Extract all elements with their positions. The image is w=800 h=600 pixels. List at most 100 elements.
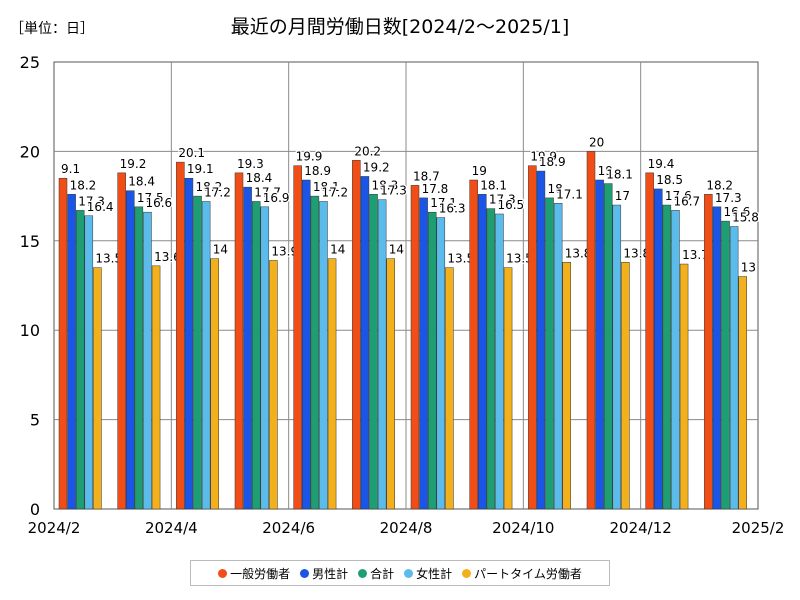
data-label: 20 (589, 135, 604, 149)
chart-title: 最近の月間労働日数[2024/2～2025/1] (230, 16, 570, 38)
data-label: 13.5 (447, 252, 474, 266)
legend-item: 男性計 (300, 565, 348, 582)
data-label: 16.6 (724, 205, 751, 219)
unit-label: ［単位：日］ (10, 21, 94, 37)
data-label: 19.2 (120, 157, 147, 171)
legend-item: パートタイム労働者 (462, 565, 582, 582)
legend-item: 女性計 (404, 565, 452, 582)
bar (193, 195, 202, 510)
data-label: 17.3 (380, 184, 407, 198)
y-tick-label: 25 (20, 53, 40, 72)
bar (58, 177, 68, 510)
data-label: 19 (472, 164, 487, 178)
bar (671, 210, 680, 510)
bar (562, 262, 571, 510)
bar (243, 186, 252, 510)
legend-label: パートタイム労働者 (474, 566, 582, 581)
data-label: 17.1 (556, 187, 583, 201)
data-label: 20.1 (178, 146, 205, 160)
data-label: 17.1 (430, 196, 457, 210)
x-tick-label: 2024/12 (610, 519, 672, 537)
bar (495, 213, 504, 510)
data-label: 17.3 (715, 191, 742, 205)
bar (117, 172, 126, 510)
bar (729, 226, 739, 510)
data-label: 13.5 (95, 252, 122, 266)
bar (93, 267, 102, 510)
bar (251, 201, 261, 510)
legend-marker-icon (462, 568, 472, 578)
data-label: 15.8 (732, 210, 759, 224)
bar (134, 206, 144, 510)
data-label: 19.3 (237, 157, 264, 171)
bar (528, 165, 537, 510)
bar (536, 170, 546, 510)
bar (126, 190, 135, 510)
bar (360, 176, 370, 510)
y-tick-label: 0 (30, 500, 40, 519)
data-label: 13.7 (682, 248, 709, 262)
bar (679, 263, 689, 510)
data-label: 17.8 (422, 182, 449, 196)
data-label: 18.9 (539, 155, 566, 169)
data-label: 17.2 (321, 185, 348, 199)
bar (410, 185, 420, 510)
bar (269, 260, 278, 510)
legend-marker-icon (218, 568, 228, 578)
y-tick-label: 5 (30, 411, 40, 430)
data-label: 19.4 (648, 157, 675, 171)
bar (595, 179, 604, 510)
bar (586, 151, 596, 510)
bar (210, 258, 219, 510)
data-label: 19.1 (187, 162, 214, 176)
bar (293, 165, 302, 510)
data-label: 13.8 (623, 246, 650, 260)
bar (503, 267, 513, 510)
data-label: 18.1 (480, 178, 507, 192)
bar (67, 194, 76, 510)
data-label: 17.7 (254, 185, 281, 199)
bar (478, 194, 487, 510)
bar (738, 276, 747, 510)
data-label: 18.2 (196, 180, 223, 194)
bar (645, 172, 654, 510)
data-label: 17.3 (78, 194, 105, 208)
legend-marker-icon (404, 568, 414, 578)
bar (612, 204, 622, 510)
data-label: 19.9 (296, 150, 323, 164)
bar (75, 210, 85, 510)
data-label: 17 (615, 189, 630, 203)
legend-item: 一般労働者 (218, 565, 290, 582)
bar (553, 203, 563, 510)
data-label: 18.3 (372, 178, 399, 192)
x-tick-label: 2024/6 (262, 519, 315, 537)
data-label: 18.2 (706, 178, 733, 192)
data-label: 18.4 (128, 175, 155, 189)
data-label: 9.1 (61, 162, 80, 176)
y-tick-label: 15 (20, 232, 40, 251)
bar (352, 160, 361, 510)
data-label: 19 (598, 164, 613, 178)
data-label: 14 (213, 243, 228, 257)
data-label: 17.5 (137, 191, 164, 205)
data-label: 18.9 (304, 164, 331, 178)
bar (712, 206, 722, 510)
data-label: 19.2 (363, 160, 390, 174)
data-label: 18.7 (413, 169, 440, 183)
data-label: 18.2 (70, 178, 97, 192)
bar (419, 197, 428, 510)
bar (143, 211, 152, 510)
x-tick-label: 2024/2 (28, 519, 81, 537)
legend-label: 女性計 (416, 566, 453, 581)
bar (369, 194, 378, 510)
data-label: 20.2 (354, 144, 381, 158)
data-label: 13.8 (565, 246, 592, 260)
bar (234, 172, 244, 510)
bar (721, 220, 730, 510)
bar (704, 194, 713, 510)
data-label: 17.6 (665, 189, 692, 203)
bar (319, 201, 328, 510)
legend-label: 男性計 (312, 566, 349, 581)
